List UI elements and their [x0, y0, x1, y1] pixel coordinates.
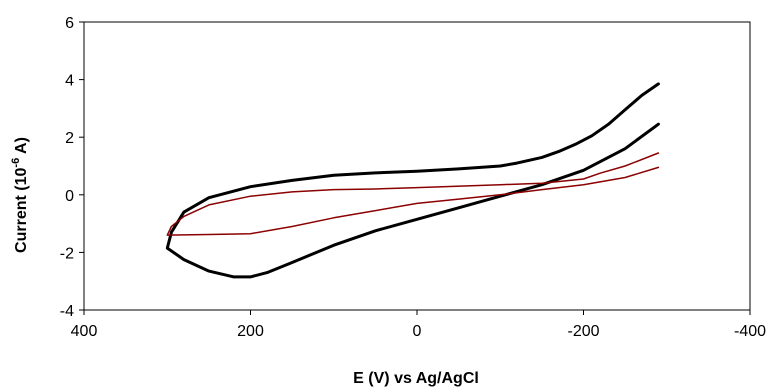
tick-labels: -4 -2 0 2 4 6 400 200 0 -200 -400 [60, 15, 766, 340]
x-tick-label: 400 [71, 323, 98, 340]
x-tick-label: -200 [567, 323, 599, 340]
y-tick-label: 4 [65, 73, 74, 90]
x-tick-label: -400 [734, 323, 766, 340]
y-axis-title-exponent: -6 [10, 158, 22, 168]
x-axis-title: E (V) vs Ag/AgCl [353, 370, 479, 387]
y-axis-title-unit: A) [13, 137, 30, 158]
series-layer [165, 82, 660, 279]
plot-frame [83, 21, 751, 311]
x-tick-label: 0 [413, 323, 422, 340]
y-tick-label: 2 [65, 130, 74, 147]
y-tick-label: -2 [60, 245, 74, 262]
y-tick-label: 6 [65, 15, 74, 32]
y-tick-label: -4 [60, 303, 74, 320]
y-axis-title-base: Current (10 [13, 167, 30, 252]
series-line-black [165, 82, 660, 279]
series-line-red [166, 152, 660, 236]
x-tick-label: 200 [237, 323, 264, 340]
y-tick-label: 0 [65, 188, 74, 205]
y-axis-title: Current (10-6 A) [10, 137, 30, 253]
axes [79, 21, 751, 315]
